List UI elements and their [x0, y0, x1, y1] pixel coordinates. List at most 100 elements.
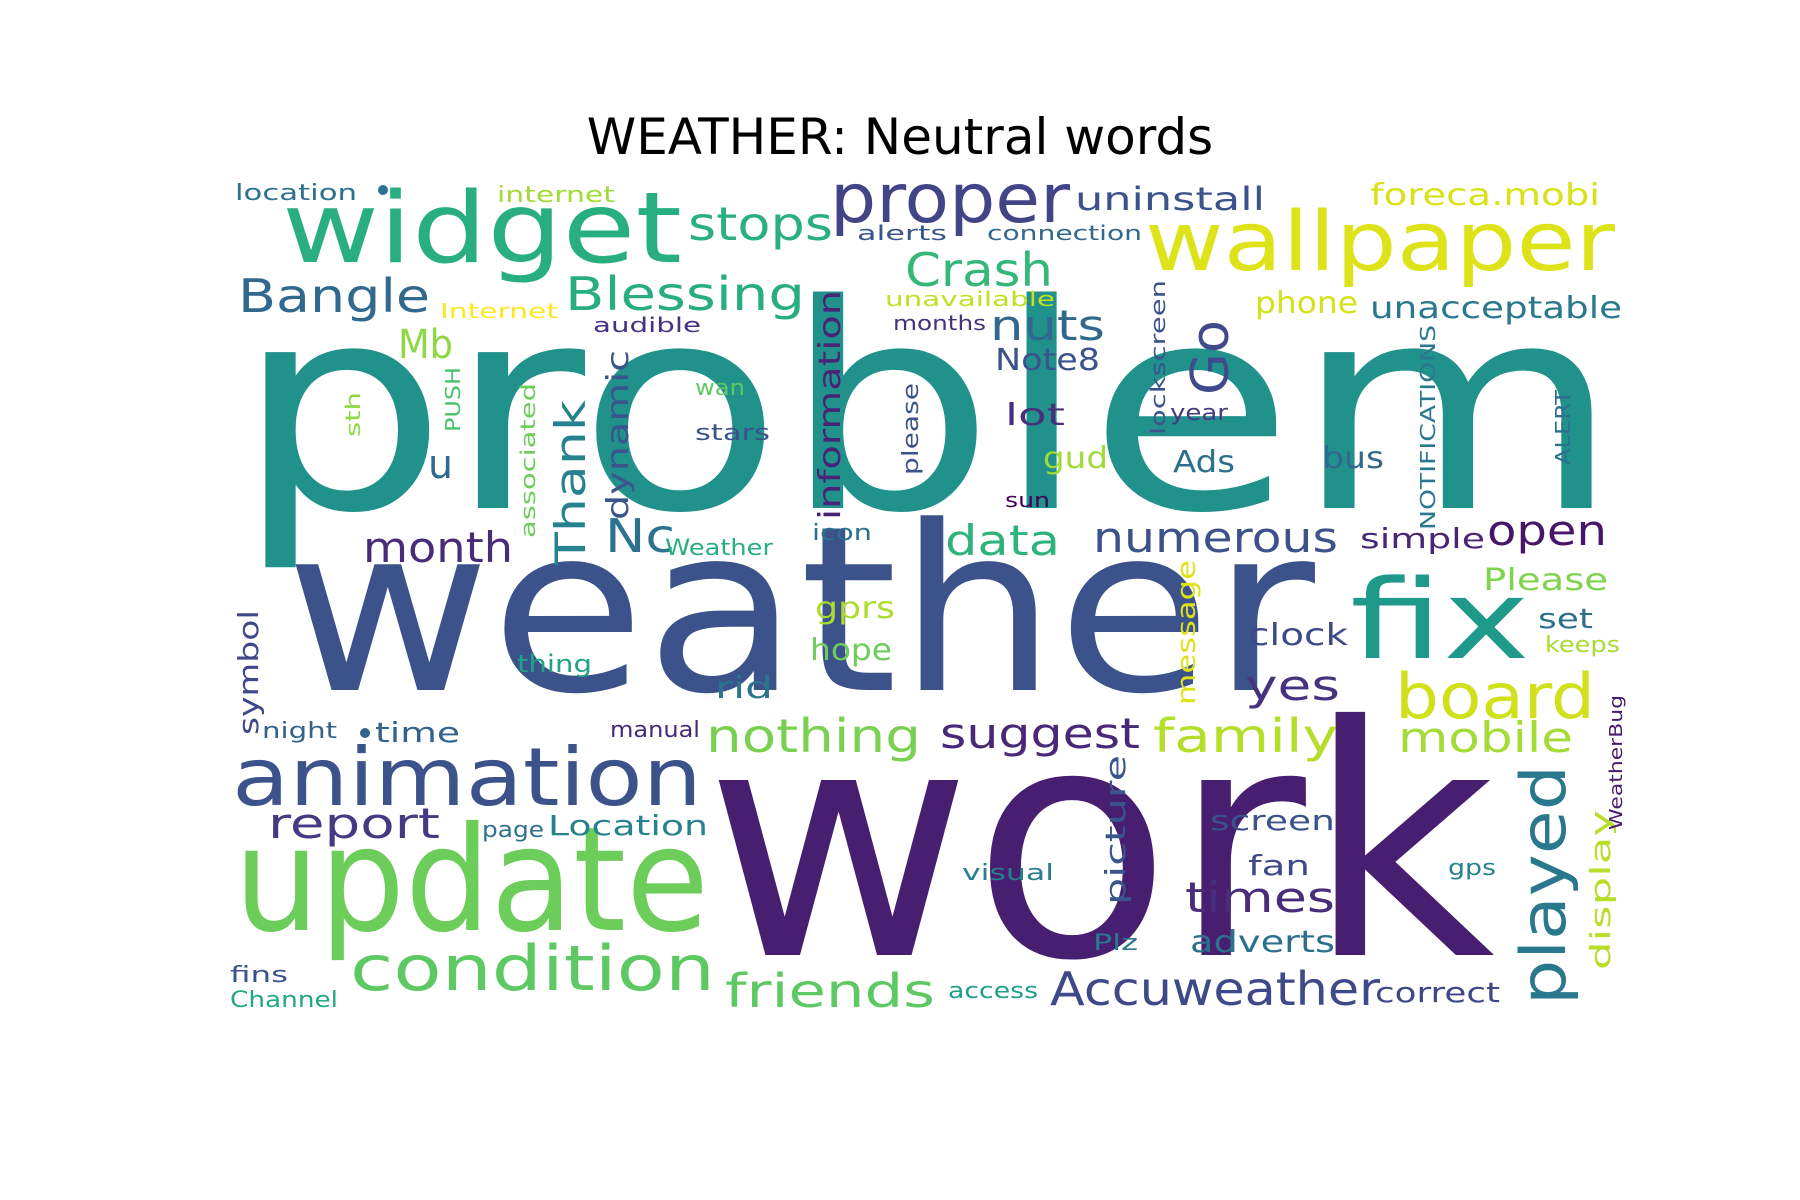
- word-phone: phone: [1255, 286, 1358, 321]
- word-condition: condition: [350, 932, 715, 1005]
- word-location: location: [235, 181, 357, 206]
- word-dynamic: dynamic: [601, 350, 636, 520]
- word-correct: correct: [1375, 976, 1500, 1009]
- word-board: board: [1395, 660, 1595, 733]
- word-lot: lot: [1005, 398, 1065, 433]
- word-rid: rid: [715, 671, 773, 706]
- word-associated: associated: [516, 383, 540, 538]
- word-stops: stops: [688, 197, 833, 251]
- word-weather-cap: Weather: [665, 536, 774, 561]
- word-numerous: numerous: [1093, 513, 1338, 562]
- word-mb: Mb: [398, 322, 453, 368]
- word-update: update: [234, 796, 709, 965]
- word-icon: icon: [812, 521, 872, 546]
- word-proper: proper: [830, 160, 1070, 239]
- word-wallpaper: wallpaper: [1145, 195, 1615, 290]
- word-u: u: [428, 442, 453, 488]
- word-please-cap: Please: [1483, 563, 1608, 598]
- word-sun: sun: [1005, 488, 1050, 512]
- word-message: message: [1172, 560, 1202, 705]
- word-open: open: [1487, 506, 1607, 555]
- word-hope: hope: [810, 633, 892, 668]
- word-gps: gps: [1448, 856, 1496, 881]
- word-weatherbug: WeatherBug: [1606, 695, 1627, 830]
- word-adverts: adverts: [1190, 925, 1335, 960]
- word-family: family: [1153, 709, 1338, 763]
- word-connection: connection: [987, 221, 1142, 245]
- word-set: set: [1538, 602, 1593, 635]
- word-months: months: [893, 311, 986, 335]
- word-manual: manual: [610, 718, 700, 743]
- word-work: work: [705, 659, 1495, 1031]
- word-alerts: alerts: [857, 221, 947, 245]
- word-fan: fan: [1248, 849, 1310, 882]
- word-thing: thing: [517, 650, 592, 678]
- word-played: played: [1507, 765, 1580, 1005]
- word-accuweather: Accuweather: [1050, 962, 1380, 1016]
- word-thank: Thank: [546, 399, 595, 566]
- word-internet-cap: Internet: [440, 299, 558, 323]
- word-plz: Plz: [1093, 931, 1138, 956]
- dot-mark: [378, 185, 388, 195]
- word-data: data: [945, 516, 1060, 565]
- word-night: night: [262, 719, 337, 744]
- word-mobile: mobile: [1398, 713, 1573, 762]
- word-symbol: symbol: [232, 610, 265, 735]
- word-animation: animation: [232, 731, 702, 824]
- word-nothing: nothing: [706, 709, 921, 763]
- word-keeps: keeps: [1545, 633, 1620, 658]
- word-yes: yes: [1245, 661, 1340, 710]
- word-report: report: [268, 799, 440, 848]
- word-foreca: foreca.mobi: [1370, 178, 1600, 213]
- word-wan: wan: [695, 376, 745, 401]
- word-location-cap: Location: [548, 809, 708, 842]
- word-suggest: suggest: [940, 709, 1140, 758]
- word-bus: bus: [1322, 441, 1384, 476]
- word-widget: widget: [282, 172, 682, 286]
- word-weather: weather: [285, 478, 1315, 745]
- word-ads: Ads: [1173, 445, 1235, 480]
- word-page: page: [482, 818, 544, 843]
- word-times: times: [1185, 873, 1335, 922]
- word-channel: Channel: [230, 988, 338, 1013]
- word-bangle: Bangle: [238, 269, 430, 323]
- page-title: WEATHER: Neutral words: [586, 108, 1214, 166]
- word-access: access: [948, 979, 1038, 1004]
- word-picture: picture: [1099, 755, 1132, 905]
- word-time: time: [375, 716, 460, 749]
- word-unacceptable: unacceptable: [1370, 291, 1622, 326]
- word-note8: Note8: [995, 343, 1100, 378]
- word-nc: Nc: [605, 509, 675, 563]
- word-blessing: Blessing: [565, 267, 805, 321]
- word-go: Go: [1181, 320, 1241, 395]
- word-crash: Crash: [905, 243, 1053, 297]
- word-please: please: [899, 383, 924, 475]
- word-friends: friends: [725, 964, 935, 1018]
- word-alert: ALERT: [1551, 389, 1575, 465]
- word-fix: fix: [1350, 556, 1530, 684]
- word-gud: gud: [1043, 441, 1108, 476]
- word-year: year: [1170, 401, 1229, 426]
- word-stars: stars: [695, 421, 770, 446]
- word-nuts: nuts: [990, 301, 1105, 350]
- word-push: PUSH: [441, 367, 465, 432]
- word-clock: clock: [1248, 618, 1349, 653]
- word-display: display: [1584, 810, 1617, 970]
- word-audible: audible: [593, 313, 701, 337]
- word-unavailable: unavailable: [885, 287, 1055, 311]
- word-lockscreen: lockscreen: [1146, 280, 1170, 435]
- word-gprs: gprs: [815, 591, 895, 626]
- dot-mark: [360, 728, 370, 738]
- word-uninstall: uninstall: [1075, 180, 1265, 218]
- word-fins: fins: [230, 963, 288, 988]
- word-sth: sth: [341, 392, 365, 437]
- word-information: information: [813, 290, 848, 520]
- word-screen: screen: [1210, 804, 1335, 837]
- word-problem: problem: [235, 244, 1620, 576]
- word-simple: simple: [1360, 522, 1485, 555]
- word-month: month: [363, 523, 513, 572]
- word-notifications: NOTIFICATIONS: [1416, 325, 1440, 530]
- word-internet: internet: [497, 183, 616, 208]
- word-visual: visual: [962, 861, 1054, 886]
